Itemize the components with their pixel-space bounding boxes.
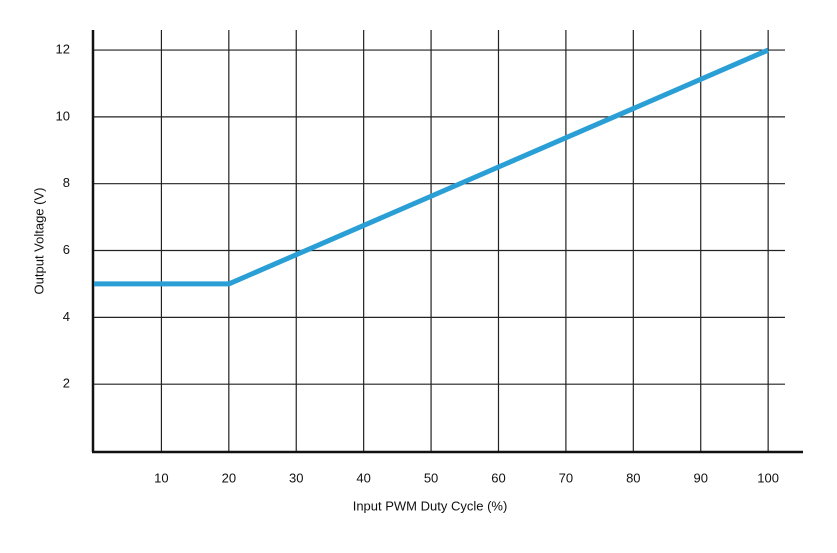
x-tick-label: 70 — [559, 470, 573, 485]
y-tick-label: 8 — [63, 175, 70, 190]
y-tick-label: 2 — [63, 376, 70, 391]
x-tick-label: 80 — [626, 470, 640, 485]
y-axis-label: Output Voltage (V) — [31, 188, 46, 295]
x-tick-label: 90 — [693, 470, 707, 485]
data-line — [94, 47, 770, 287]
x-tick-label: 20 — [222, 470, 236, 485]
y-tick-label: 4 — [63, 309, 70, 324]
y-tick-label: 12 — [56, 41, 70, 56]
y-tick-label: 10 — [56, 108, 70, 123]
x-tick-label: 40 — [356, 470, 370, 485]
x-tick-label: 50 — [424, 470, 438, 485]
x-tick-label: 30 — [289, 470, 303, 485]
x-tick-label: 100 — [757, 470, 779, 485]
x-tick-label: 60 — [491, 470, 505, 485]
y-tick-label: 6 — [63, 242, 70, 257]
x-axis-label: Input PWM Duty Cycle (%) — [353, 498, 508, 513]
x-tick-label: 10 — [154, 470, 168, 485]
